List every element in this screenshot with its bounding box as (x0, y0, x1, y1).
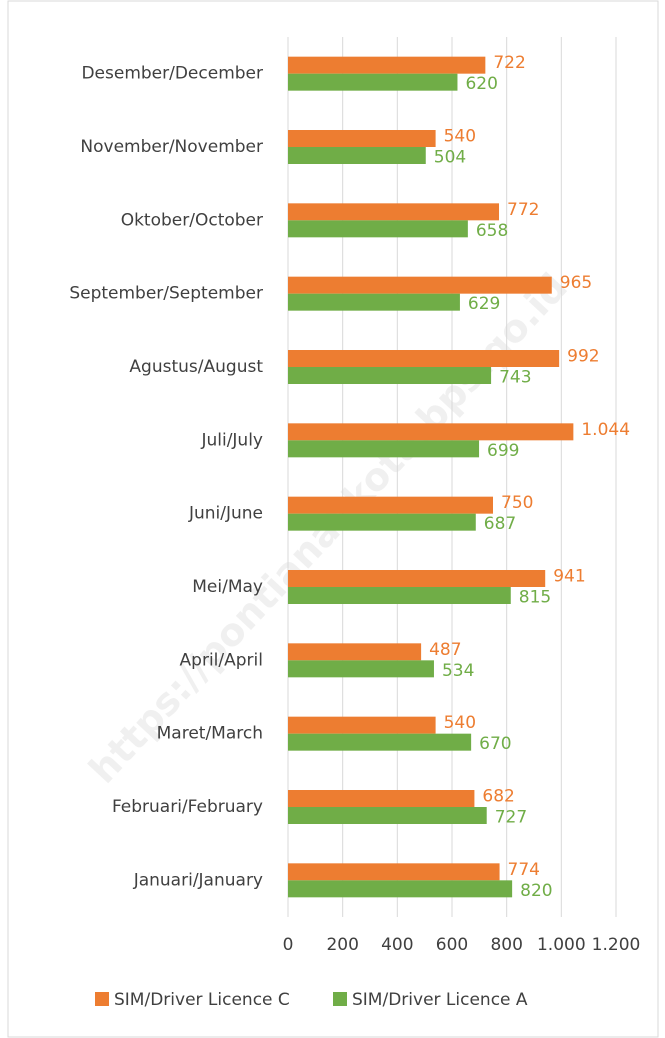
data-label: 658 (476, 221, 508, 241)
chart-border (7, 0, 659, 1038)
data-label: 504 (434, 148, 466, 168)
bar (288, 716, 436, 734)
data-label: 743 (499, 368, 531, 388)
y-tick-label: Oktober/October (121, 210, 263, 230)
y-tick-label: September/September (69, 284, 263, 304)
x-tick-label: 200 (326, 935, 358, 955)
bar (288, 587, 511, 604)
bar (288, 513, 476, 531)
bar (288, 276, 552, 294)
legend-swatch (95, 992, 109, 1006)
x-tick-label: 0 (283, 935, 294, 955)
bar (288, 293, 460, 311)
data-label: 772 (507, 200, 539, 220)
data-label: 699 (487, 441, 519, 461)
x-tick-label: 1.000 (537, 935, 586, 955)
data-label: 670 (479, 734, 511, 754)
y-tick-label: Agustus/August (129, 357, 263, 377)
bar (288, 733, 472, 751)
data-label: 727 (495, 808, 527, 828)
data-label: 820 (520, 881, 552, 901)
data-label: 815 (519, 588, 551, 608)
data-label: 992 (567, 347, 599, 367)
data-label: 620 (465, 74, 497, 94)
data-label: 682 (482, 787, 514, 807)
data-label: 774 (508, 860, 540, 880)
y-tick-label: Juni/June (188, 504, 263, 524)
bar (288, 423, 574, 441)
y-tick-label: Mei/May (192, 577, 263, 597)
data-label: 1.044 (581, 420, 630, 440)
legend-swatch (333, 992, 347, 1006)
bar (288, 367, 492, 384)
data-label: 540 (444, 127, 476, 147)
data-label: 540 (444, 713, 476, 733)
legend-label: SIM/Driver Licence C (114, 990, 290, 1010)
bar (288, 790, 475, 807)
x-tick-label: 600 (436, 935, 468, 955)
x-tick-label: 1.200 (592, 935, 641, 955)
bar (288, 147, 426, 164)
data-label: 534 (442, 661, 474, 681)
y-tick-label: April/April (180, 650, 263, 670)
x-tick-label: 400 (381, 935, 413, 955)
legend-label: SIM/Driver Licence A (352, 990, 528, 1010)
bar (288, 570, 546, 587)
y-tick-label: Januari/January (133, 870, 263, 890)
y-tick-label: Desember/December (81, 64, 263, 84)
bar (288, 863, 500, 881)
bar (288, 807, 487, 824)
bar (288, 350, 560, 367)
data-label: 629 (468, 294, 500, 314)
data-label: 941 (553, 567, 585, 587)
bar (288, 643, 422, 661)
y-tick-label: Juli/July (200, 430, 263, 450)
x-tick-label: 800 (490, 935, 522, 955)
bar (288, 496, 493, 514)
bar (288, 73, 458, 91)
bar (288, 660, 434, 678)
bar (288, 880, 513, 898)
data-label: 722 (493, 53, 525, 73)
data-label: 687 (484, 514, 516, 534)
data-label: 965 (560, 273, 592, 293)
bar (288, 203, 500, 221)
data-label: 750 (501, 493, 533, 513)
y-tick-label: November/November (80, 137, 263, 157)
bar (288, 440, 480, 458)
data-label: 487 (429, 640, 461, 660)
bar (288, 220, 468, 238)
y-tick-label: Maret/March (157, 724, 263, 744)
bar (288, 56, 486, 74)
y-tick-label: Februari/February (112, 797, 263, 817)
bar (288, 130, 436, 147)
